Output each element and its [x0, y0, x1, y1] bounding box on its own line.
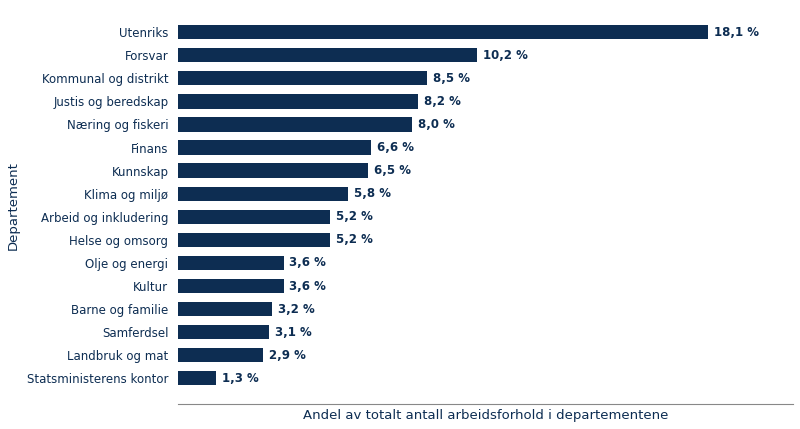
- Text: 5,8 %: 5,8 %: [354, 187, 391, 200]
- Bar: [178, 256, 283, 270]
- Bar: [178, 117, 412, 132]
- Text: 3,6 %: 3,6 %: [290, 280, 326, 293]
- Text: 3,1 %: 3,1 %: [274, 326, 311, 338]
- Text: 8,2 %: 8,2 %: [424, 95, 461, 108]
- Text: 6,5 %: 6,5 %: [374, 164, 411, 177]
- Bar: [178, 233, 330, 247]
- Text: 3,2 %: 3,2 %: [278, 302, 314, 316]
- Text: 5,2 %: 5,2 %: [336, 233, 373, 246]
- Bar: [178, 325, 269, 339]
- Bar: [178, 187, 348, 201]
- Bar: [178, 140, 371, 155]
- Text: 2,9 %: 2,9 %: [269, 349, 306, 362]
- Text: 6,6 %: 6,6 %: [378, 141, 414, 154]
- Text: 5,2 %: 5,2 %: [336, 210, 373, 223]
- Bar: [178, 163, 369, 178]
- Bar: [178, 279, 283, 293]
- Text: 8,0 %: 8,0 %: [418, 118, 455, 131]
- Text: 8,5 %: 8,5 %: [433, 72, 470, 85]
- Bar: [178, 210, 330, 224]
- Text: 18,1 %: 18,1 %: [714, 26, 759, 39]
- Text: 3,6 %: 3,6 %: [290, 257, 326, 269]
- Text: 10,2 %: 10,2 %: [482, 49, 527, 62]
- Text: 1,3 %: 1,3 %: [222, 372, 258, 385]
- Bar: [178, 371, 216, 386]
- Bar: [178, 302, 272, 316]
- Bar: [178, 348, 263, 363]
- X-axis label: Andel av totalt antall arbeidsforhold i departementene: Andel av totalt antall arbeidsforhold i …: [303, 409, 668, 422]
- Bar: [178, 71, 427, 85]
- Bar: [178, 48, 477, 62]
- Y-axis label: Departement: Departement: [7, 161, 20, 250]
- Bar: [178, 25, 708, 39]
- Bar: [178, 94, 418, 109]
